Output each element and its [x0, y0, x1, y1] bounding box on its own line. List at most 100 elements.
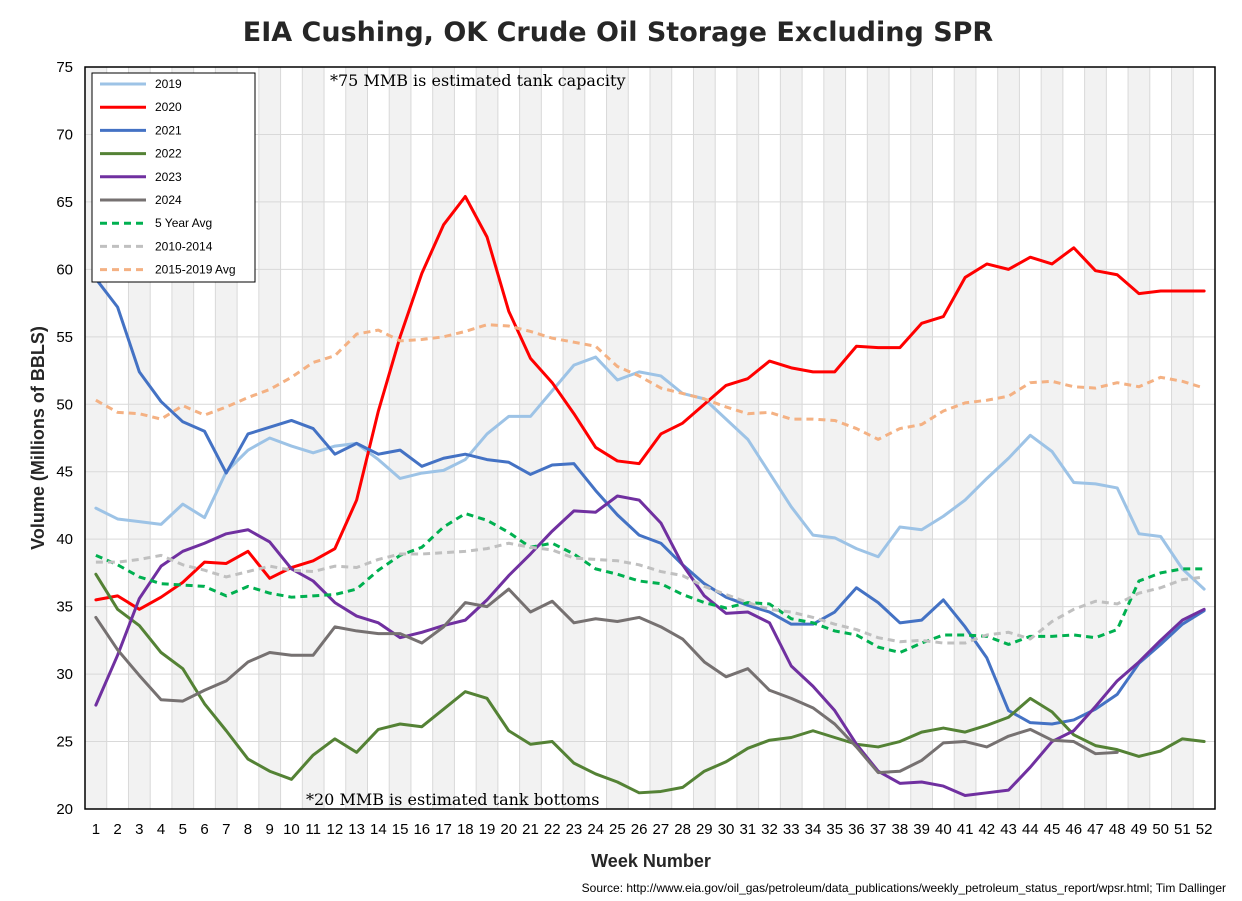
week-band [628, 67, 650, 809]
x-tick-label: 52 [1196, 821, 1213, 838]
x-tick-label: 12 [327, 821, 344, 838]
legend-label: 2024 [155, 193, 182, 207]
week-band [693, 67, 716, 809]
legend-label: 2021 [155, 123, 182, 137]
week-band [1019, 67, 1042, 809]
week-band [1149, 67, 1172, 809]
week-band [1128, 67, 1150, 809]
week-band [302, 67, 325, 809]
x-tick-label: 29 [696, 821, 713, 838]
legend-label: 2022 [155, 147, 182, 161]
week-band [823, 67, 846, 809]
annotation-tank-capacity: *75 MMB is estimated tank capacity [330, 71, 626, 90]
x-tick-label: 13 [348, 821, 365, 838]
x-tick-label: 14 [370, 821, 387, 838]
week-band [432, 67, 455, 809]
y-tick-label: 50 [56, 396, 73, 413]
x-tick-label: 27 [653, 821, 670, 838]
x-tick-label: 49 [1131, 821, 1148, 838]
week-band [584, 67, 607, 809]
legend-label: 2010-2014 [155, 239, 213, 253]
series-line-2020 [94, 195, 1206, 611]
week-band [1084, 67, 1107, 809]
week-band [519, 67, 542, 809]
legend-label: 2020 [155, 100, 182, 114]
legend-label: 5 Year Avg [155, 216, 212, 230]
week-band [367, 67, 390, 809]
series-line-5-year-avg [95, 512, 1205, 655]
chart-title: EIA Cushing, OK Crude Oil Storage Exclud… [243, 17, 994, 48]
y-tick-label: 45 [56, 464, 73, 481]
week-band [954, 67, 976, 809]
x-tick-label: 2 [113, 821, 121, 838]
x-tick-label: 43 [1000, 821, 1017, 838]
x-tick-label: 23 [566, 821, 583, 838]
week-band [758, 67, 781, 809]
week-band [845, 67, 868, 809]
y-tick-label: 70 [56, 126, 73, 143]
week-band [715, 67, 737, 809]
y-tick-label: 75 [56, 59, 73, 76]
week-band [910, 67, 933, 809]
x-tick-label: 17 [435, 821, 452, 838]
x-tick-label: 47 [1087, 821, 1104, 838]
x-tick-label: 34 [805, 821, 822, 838]
legend-label: 2015-2019 Avg [155, 263, 236, 277]
x-tick-label: 9 [266, 821, 274, 838]
week-band [802, 67, 824, 809]
week-band [1106, 67, 1129, 809]
x-tick-label: 6 [200, 821, 208, 838]
x-tick-label: 28 [674, 821, 691, 838]
y-tick-labels: 20 25 30 35 40 45 50 55 60 65 70 75 [56, 59, 73, 818]
source-note: Source: http://www.eia.gov/oil_gas/petro… [582, 881, 1226, 895]
week-band [541, 67, 564, 809]
x-tick-label: 8 [244, 821, 252, 838]
x-axis-label: Week Number [591, 851, 711, 871]
x-tick-label: 51 [1174, 821, 1191, 838]
series-line-2015-2019-avg [95, 323, 1205, 441]
x-tick-labels: 1 2 3 4 5 6 7 8 9 10 11 12 13 14 15 16 17 18 19 20 21 22 23 24 2… [92, 821, 1213, 838]
week-band [1193, 67, 1215, 809]
x-tick-label: 16 [413, 821, 430, 838]
x-tick-label: 7 [222, 821, 230, 838]
x-tick-label: 44 [1022, 821, 1039, 838]
x-tick-label: 48 [1109, 821, 1126, 838]
y-tick-label: 30 [56, 666, 73, 683]
week-band [389, 67, 411, 809]
series-line-2022 [94, 572, 1206, 795]
y-tick-label: 65 [56, 194, 73, 211]
x-tick-label: 39 [913, 821, 930, 838]
x-tick-label: 24 [587, 821, 604, 838]
week-band [1041, 67, 1063, 809]
x-tick-label: 50 [1152, 821, 1169, 838]
week-band [497, 67, 520, 809]
week-band [280, 67, 303, 809]
y-tick-label: 25 [56, 734, 73, 751]
y-axis-label: Volume (Millions of BBLS) [28, 326, 48, 550]
x-tick-label: 25 [609, 821, 626, 838]
x-tick-label: 11 [305, 821, 321, 838]
x-tick-label: 40 [935, 821, 952, 838]
week-band [889, 67, 911, 809]
x-tick-label: 32 [761, 821, 778, 838]
y-tick-label: 55 [56, 329, 73, 346]
x-tick-label: 45 [1044, 821, 1061, 838]
x-tick-label: 35 [826, 821, 843, 838]
x-tick-label: 22 [544, 821, 561, 838]
series-line-2023 [94, 494, 1206, 798]
x-tick-label: 36 [848, 821, 865, 838]
x-tick-label: 33 [783, 821, 800, 838]
x-tick-label: 46 [1065, 821, 1082, 838]
week-band [932, 67, 955, 809]
x-tick-label: 31 [739, 821, 756, 838]
x-tick-label: 42 [978, 821, 995, 838]
plot-area-border [84, 66, 1216, 810]
x-tick-label: 5 [179, 821, 187, 838]
week-band [410, 67, 433, 809]
x-tick-label: 19 [479, 821, 496, 838]
y-tick-label: 20 [56, 801, 73, 818]
week-band [454, 67, 477, 809]
week-band [650, 67, 672, 809]
week-band [1062, 67, 1085, 809]
